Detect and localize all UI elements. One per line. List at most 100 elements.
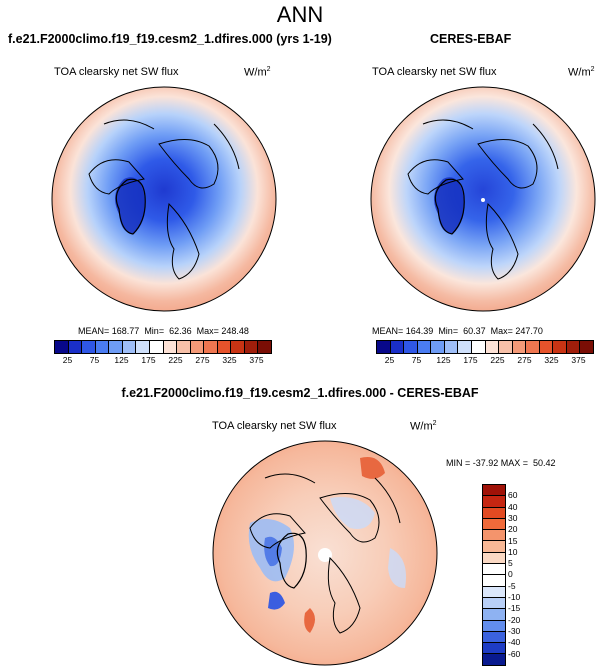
panel-diff-units: W/m2 [410, 420, 437, 433]
panel-diff-variable: TOA clearsky net SW flux [212, 420, 337, 432]
colorbar-tick-label: 175 [463, 355, 478, 365]
colorbar-swatch [471, 341, 486, 353]
colorbar-swatch [122, 341, 137, 353]
colorbar-tick-label: 75 [89, 355, 100, 365]
colorbar-swatch [404, 341, 418, 353]
colorbar-swatch [458, 341, 472, 353]
panel-right-case-title: CERES-EBAF [430, 32, 512, 46]
panel-left-variable: TOA clearsky net SW flux [54, 66, 179, 78]
colorbar-tick-label: 40 [508, 501, 518, 512]
colorbar-swatch [444, 341, 459, 353]
colorbar-left-ticks: 25 75 125 175 225 275 325 375 [54, 355, 270, 367]
colorbar-tick-label: 175 [141, 355, 156, 365]
colorbar-tick-label: 275 [517, 355, 532, 365]
colorbar-tick-label: -60 [508, 648, 521, 659]
colorbar-swatch [163, 341, 178, 353]
colorbar-tick-label: -30 [508, 625, 521, 636]
colorbar-tick-label: 225 [168, 355, 183, 365]
colorbar-tick-label: 375 [249, 355, 264, 365]
colorbar-diff [482, 484, 506, 666]
colorbar-swatch [512, 341, 527, 353]
colorbar-swatch [377, 341, 391, 353]
colorbar-tick-label: 225 [490, 355, 505, 365]
colorbar-tick-label: -40 [508, 637, 521, 648]
colorbar-tick-label: 15 [508, 535, 518, 546]
colorbar-tick-label: 0 [508, 569, 513, 580]
colorbar-swatch [539, 341, 554, 353]
colorbar-tick-label: 5 [508, 558, 513, 569]
colorbar-tick-label: 25 [62, 355, 73, 365]
colorbar-tick-label: 125 [436, 355, 451, 365]
colorbar-swatch [417, 341, 432, 353]
colorbar-left [54, 340, 272, 354]
colorbar-swatch [68, 341, 83, 353]
colorbar-swatch [483, 586, 505, 598]
colorbar-swatch [566, 341, 581, 353]
panel-diff-minmax: MIN = -37.92 MAX = 50.42 [446, 458, 556, 468]
panel-right-units: W/m2 [568, 66, 595, 79]
colorbar-swatch [390, 341, 405, 353]
colorbar-swatch [149, 341, 164, 353]
colorbar-swatch [483, 631, 505, 644]
colorbar-tick-label: 60 [508, 490, 518, 501]
colorbar-tick-label: -10 [508, 592, 521, 602]
panel-left-case-title: f.e21.F2000climo.f19_f19.cesm2_1.dfires.… [8, 32, 332, 46]
colorbar-swatch [483, 564, 505, 576]
colorbar-tick-label: 25 [384, 355, 395, 365]
colorbar-swatch [526, 341, 540, 353]
colorbar-right [376, 340, 594, 354]
colorbar-tick-label: 325 [544, 355, 559, 365]
colorbar-swatch [580, 341, 593, 353]
colorbar-swatch [483, 530, 505, 542]
map-diff [212, 440, 438, 666]
colorbar-swatch [483, 496, 505, 508]
colorbar-tick-label: 20 [508, 524, 518, 535]
colorbar-swatch [258, 341, 271, 353]
colorbar-swatch [483, 609, 505, 621]
panel-left-stats: MEAN= 168.77 Min= 62.36 Max= 248.48 [78, 326, 249, 336]
colorbar-swatch [499, 341, 513, 353]
colorbar-swatch [244, 341, 259, 353]
colorbar-swatch [177, 341, 191, 353]
colorbar-swatch [483, 518, 505, 531]
colorbar-swatch [483, 597, 505, 610]
panel-diff-case-title: f.e21.F2000climo.f19_f19.cesm2_1.dfires.… [121, 386, 479, 400]
main-title: ANN [276, 2, 324, 27]
colorbar-swatch [483, 643, 505, 655]
colorbar-swatch [483, 552, 505, 565]
colorbar-swatch [483, 507, 505, 519]
colorbar-tick-label: 75 [411, 355, 422, 365]
colorbar-tick-label: 375 [571, 355, 586, 365]
colorbar-swatch [82, 341, 96, 353]
colorbar-swatch [483, 485, 505, 497]
colorbar-swatch [95, 341, 110, 353]
map-left [51, 86, 277, 312]
colorbar-tick-label: 125 [114, 355, 129, 365]
colorbar-tick-label: -5 [508, 580, 516, 591]
colorbar-tick-label: 30 [508, 512, 518, 523]
colorbar-swatch [55, 341, 69, 353]
colorbar-tick-label: 275 [195, 355, 210, 365]
colorbar-swatch [485, 341, 500, 353]
colorbar-tick-label: -20 [508, 614, 521, 625]
colorbar-swatch [483, 620, 505, 632]
colorbar-swatch [431, 341, 445, 353]
colorbar-swatch [217, 341, 232, 353]
colorbar-swatch [553, 341, 567, 353]
panel-left-units: W/m2 [244, 66, 271, 79]
colorbar-tick-label: 325 [222, 355, 237, 365]
colorbar-right-ticks: 25 75 125 175 225 275 325 375 [376, 355, 592, 367]
colorbar-swatch [136, 341, 150, 353]
colorbar-tick-label: 10 [508, 546, 518, 557]
map-right [370, 86, 596, 312]
colorbar-swatch [231, 341, 245, 353]
colorbar-tick-label: -15 [508, 603, 521, 614]
colorbar-swatch [483, 541, 505, 553]
colorbar-swatch [204, 341, 218, 353]
colorbar-diff-ticks: 60 40 30 20 15 10 5 0 -5 -10 -15 -20 -30 -40 -60 [508, 484, 538, 664]
panel-right-stats: MEAN= 164.39 Min= 60.37 Max= 247.70 [372, 326, 543, 336]
colorbar-swatch [190, 341, 205, 353]
panel-right-variable: TOA clearsky net SW flux [372, 66, 497, 78]
colorbar-swatch [483, 575, 505, 587]
colorbar-swatch [483, 654, 505, 665]
